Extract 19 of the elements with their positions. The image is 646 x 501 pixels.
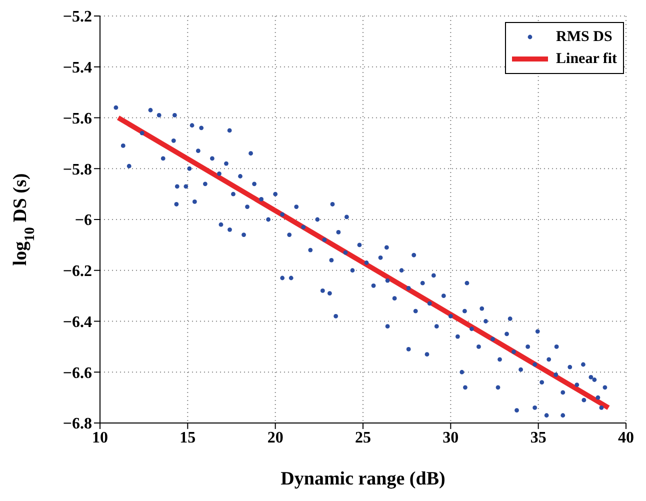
legend-label: Linear fit <box>556 50 617 68</box>
y-tick-label: −5.4 <box>62 60 92 77</box>
x-tick-label: 20 <box>267 429 284 446</box>
x-tick-label: 35 <box>530 429 546 446</box>
y-tick-label: −5.6 <box>62 110 92 128</box>
y-tick-label: −5.2 <box>62 8 92 26</box>
x-tick-label: 15 <box>180 429 196 446</box>
x-tick-label: 40 <box>618 429 634 446</box>
y-tick-label: −6 <box>74 212 92 230</box>
x-tick-label: 10 <box>92 429 108 446</box>
y-tick-label: −6.8 <box>62 416 92 433</box>
legend-label: RMS DS <box>556 28 612 46</box>
x-tick-label: 25 <box>355 429 371 446</box>
y-tick-label: −6.2 <box>62 263 92 280</box>
y-tick-label: −6.4 <box>62 314 92 331</box>
y-tick-label: −5.8 <box>62 161 92 178</box>
y-tick-label: −6.6 <box>62 364 92 382</box>
x-tick-label: 30 <box>442 429 459 446</box>
x-axis-title: Dynamic range (dB) <box>280 468 446 490</box>
